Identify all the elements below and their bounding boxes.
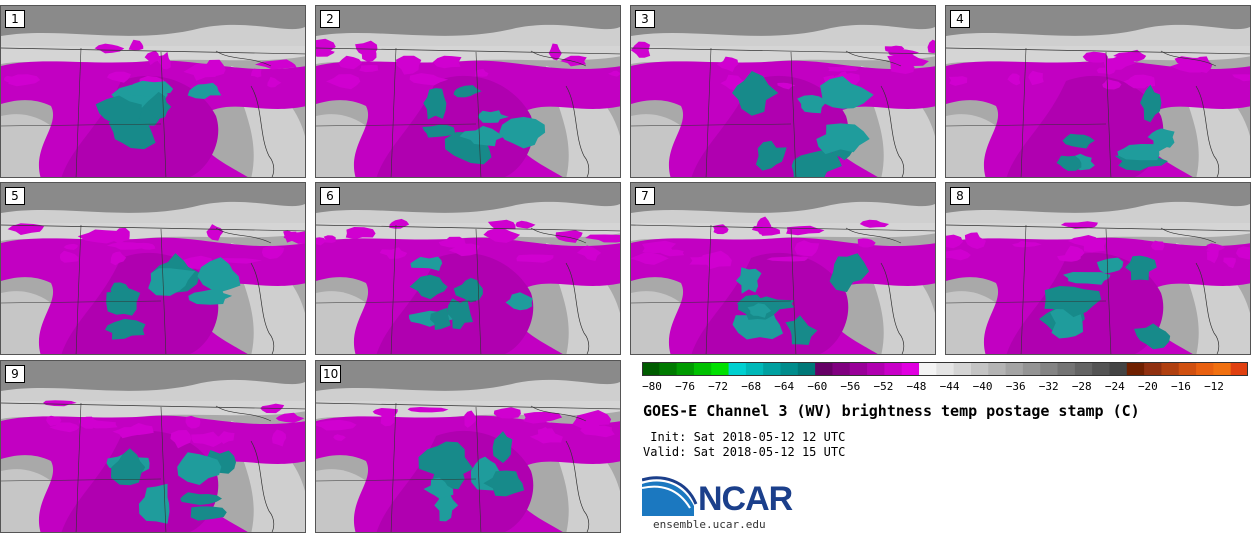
stamp-panel-1: 1 bbox=[0, 5, 306, 178]
colorbar-swatch bbox=[780, 362, 799, 376]
colorbar-swatch bbox=[1230, 362, 1248, 376]
wv-map bbox=[316, 183, 620, 354]
colorbar-swatch bbox=[884, 362, 903, 376]
panel-number: 5 bbox=[5, 187, 25, 205]
stamp-panel-3: 3 bbox=[630, 5, 936, 178]
colorbar-swatch bbox=[659, 362, 678, 376]
colorbar-tick-label: −32 bbox=[1038, 380, 1059, 393]
colorbar-tick-label: −40 bbox=[972, 380, 993, 393]
colorbar-tick-label: −76 bbox=[675, 380, 695, 393]
colorbar-swatch bbox=[1005, 362, 1024, 376]
colorbar-swatch bbox=[1144, 362, 1162, 376]
ncar-logo-text: NCAR bbox=[698, 480, 793, 518]
colorbar-tick-label: −44 bbox=[939, 380, 960, 393]
colorbar-tick-label: −36 bbox=[1005, 380, 1026, 393]
colorbar-tick-label: −24 bbox=[1104, 380, 1125, 393]
colorbar-swatch bbox=[676, 362, 695, 376]
wv-map bbox=[316, 6, 620, 177]
colorbar-swatch bbox=[642, 362, 660, 376]
colorbar-swatch bbox=[1057, 362, 1076, 376]
stamp-panel-6: 6 bbox=[315, 182, 621, 355]
ncar-logo-icon bbox=[642, 476, 698, 516]
init-time: Init: Sat 2018-05-12 12 UTC bbox=[643, 430, 846, 444]
valid-time: Valid: Sat 2018-05-12 15 UTC bbox=[643, 445, 846, 459]
stamp-panel-10: 10 bbox=[315, 360, 621, 533]
colorbar-swatch bbox=[1092, 362, 1110, 376]
colorbar-tick-label: −28 bbox=[1071, 380, 1092, 393]
colorbar-swatch bbox=[901, 362, 920, 376]
colorbar-tick-label: −52 bbox=[873, 380, 894, 393]
colorbar-swatch bbox=[1126, 362, 1145, 376]
colorbar-tick-label: −60 bbox=[807, 380, 828, 393]
wv-map bbox=[631, 183, 935, 354]
wv-map bbox=[946, 6, 1250, 177]
colorbar-tick-label: −68 bbox=[741, 380, 762, 393]
colorbar-swatch bbox=[849, 362, 868, 376]
colorbar-swatch bbox=[1178, 362, 1197, 376]
colorbar-tick-label: −48 bbox=[906, 380, 927, 393]
panel-number: 6 bbox=[320, 187, 340, 205]
colorbar-swatch bbox=[763, 362, 782, 376]
colorbar-tick-label: −12 bbox=[1204, 380, 1224, 393]
wv-map bbox=[1, 6, 305, 177]
colorbar-swatch bbox=[832, 362, 851, 376]
colorbar-tick-label: −56 bbox=[840, 380, 861, 393]
stamp-panel-2: 2 bbox=[315, 5, 621, 178]
colorbar-swatch bbox=[815, 362, 833, 376]
colorbar-swatch bbox=[953, 362, 972, 376]
panel-number: 3 bbox=[635, 10, 655, 28]
stamp-panel-4: 4 bbox=[945, 5, 1251, 178]
stamp-panel-9: 9 bbox=[0, 360, 306, 533]
colorbar-tick-label: −16 bbox=[1171, 380, 1191, 393]
wv-map bbox=[631, 6, 935, 177]
colorbar-tick-labels: −80 −76 −72 −68 −64 −60 −56 −52 −48 −44 −40 −36 −32−… bbox=[642, 380, 1248, 396]
wv-map bbox=[1, 361, 305, 532]
wv-map bbox=[946, 183, 1250, 354]
colorbar-tick-label: −80 bbox=[642, 380, 662, 393]
colorbar-swatch bbox=[693, 362, 712, 376]
panel-number: 1 bbox=[5, 10, 25, 28]
panel-number: 2 bbox=[320, 10, 340, 28]
colorbar-swatch bbox=[728, 362, 747, 376]
colorbar-tick-label: −64 bbox=[774, 380, 795, 393]
stamp-panel-7: 7 bbox=[630, 182, 936, 355]
panel-number: 8 bbox=[950, 187, 970, 205]
colorbar-swatch bbox=[988, 362, 1007, 376]
colorbar-swatch bbox=[1040, 362, 1059, 376]
colorbar-swatch bbox=[797, 362, 816, 376]
wv-map bbox=[316, 361, 620, 532]
colorbar-swatch bbox=[1074, 362, 1093, 376]
colorbar-swatch bbox=[919, 362, 937, 376]
figure-title: GOES-E Channel 3 (WV) brightness temp po… bbox=[643, 402, 1140, 420]
colorbar-swatch bbox=[1109, 362, 1128, 376]
stamp-panel-5: 5 bbox=[0, 182, 306, 355]
panel-number: 7 bbox=[635, 187, 655, 205]
colorbar-swatch bbox=[1196, 362, 1214, 376]
site-url: ensemble.ucar.edu bbox=[653, 518, 766, 531]
colorbar-swatch bbox=[970, 362, 989, 376]
colorbar-swatch bbox=[745, 362, 764, 376]
colorbar-swatch bbox=[711, 362, 730, 376]
panel-number: 10 bbox=[320, 365, 342, 383]
colorbar-tick-label: −20 bbox=[1137, 380, 1158, 393]
colorbar-swatch bbox=[1213, 362, 1232, 376]
colorbar-swatch bbox=[1161, 362, 1180, 376]
colorbar-swatch bbox=[1022, 362, 1041, 376]
colorbar-swatch bbox=[936, 362, 955, 376]
panel-number: 4 bbox=[950, 10, 970, 28]
colorbar-tick-label: −72 bbox=[708, 380, 729, 393]
colorbar bbox=[642, 362, 1248, 376]
stamp-panel-8: 8 bbox=[945, 182, 1251, 355]
wv-map bbox=[1, 183, 305, 354]
colorbar-swatch bbox=[867, 362, 885, 376]
panel-number: 9 bbox=[5, 365, 25, 383]
